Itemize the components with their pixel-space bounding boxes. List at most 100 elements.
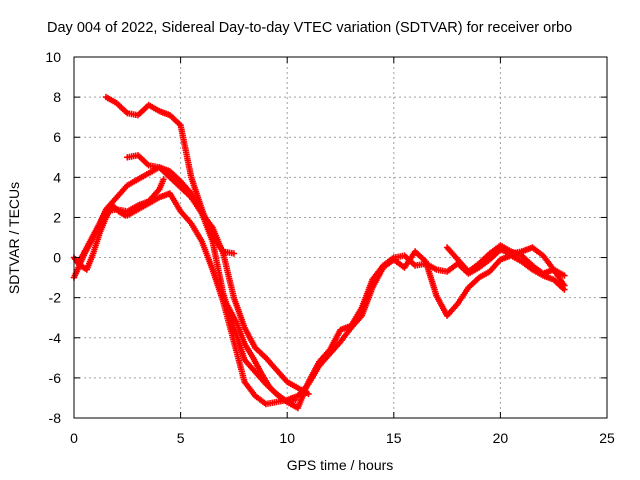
y-tick-label: -8 — [49, 410, 62, 426]
data-point — [467, 270, 470, 273]
data-point — [243, 326, 246, 329]
data-point — [126, 156, 129, 159]
x-axis-label: GPS time / hours — [287, 457, 394, 473]
data-point — [226, 304, 229, 307]
data-point — [286, 380, 289, 384]
data-point — [126, 184, 129, 187]
y-tick-label: 10 — [45, 49, 61, 65]
data-point — [264, 402, 268, 406]
data-point — [111, 204, 114, 207]
data-point — [158, 109, 161, 113]
data-point — [79, 264, 82, 267]
data-point — [499, 248, 502, 251]
data-point — [136, 178, 140, 181]
axis-ticks: 0 5 10 15 20 25 -8 -6 -4 -2 0 2 4 6 8 10 — [45, 49, 615, 446]
data-point — [254, 394, 257, 398]
data-point — [339, 328, 342, 331]
data-point — [488, 252, 491, 255]
data-point — [307, 392, 310, 396]
x-tick-label: 0 — [70, 430, 78, 446]
data-point — [520, 250, 523, 253]
data-point — [499, 258, 502, 261]
data-point — [117, 210, 121, 213]
data-point — [234, 320, 238, 323]
y-tick-label: 4 — [53, 169, 61, 185]
data-point — [552, 268, 555, 271]
data-point — [147, 103, 150, 107]
data-point — [413, 264, 417, 267]
data-point — [211, 226, 214, 229]
data-point — [243, 342, 246, 345]
data-point — [254, 370, 257, 374]
data-point — [275, 368, 278, 372]
data-point — [328, 352, 331, 355]
data-point — [296, 394, 300, 398]
data-point — [307, 382, 310, 386]
data-point — [104, 95, 108, 99]
data-point — [179, 180, 182, 183]
data-point — [222, 300, 225, 303]
data-point — [147, 200, 150, 203]
data-point — [179, 210, 182, 213]
data-point — [211, 236, 214, 239]
data-point — [488, 258, 491, 261]
data-point — [350, 326, 353, 329]
data-point — [456, 258, 459, 261]
data-point — [98, 232, 101, 235]
data-point — [371, 286, 374, 289]
data-point — [190, 222, 193, 225]
data-point — [371, 278, 374, 281]
data-point — [115, 196, 118, 199]
y-tick-label: 2 — [53, 209, 61, 225]
series-track-8 — [224, 302, 299, 406]
data-series — [70, 93, 568, 412]
data-point — [158, 166, 161, 169]
data-point — [294, 398, 297, 402]
data-point — [392, 258, 395, 261]
data-point — [136, 208, 140, 211]
data-point — [232, 340, 236, 343]
y-tick-label: 0 — [53, 250, 61, 266]
data-point — [552, 278, 555, 281]
y-axis-label: SDTVAR / TECUs — [6, 182, 22, 294]
data-point — [435, 294, 438, 297]
data-point — [531, 246, 534, 249]
x-tick-label: 10 — [279, 430, 295, 446]
data-point — [445, 270, 449, 273]
data-point — [168, 170, 172, 173]
series-track-4 — [124, 152, 312, 398]
data-point — [456, 302, 459, 305]
data-point — [179, 124, 182, 127]
data-point — [445, 314, 449, 317]
data-point — [488, 270, 491, 273]
data-point — [136, 204, 140, 207]
data-point — [147, 172, 150, 175]
data-point — [509, 254, 513, 257]
data-point — [260, 372, 263, 376]
data-point — [162, 178, 165, 181]
x-tick-label: 5 — [177, 430, 185, 446]
data-point — [264, 356, 268, 359]
data-point — [124, 214, 127, 217]
data-point — [104, 216, 108, 219]
x-tick-label: 25 — [599, 430, 615, 446]
data-point — [477, 266, 481, 269]
data-point — [477, 262, 481, 265]
data-point — [424, 260, 427, 263]
series-track-2 — [75, 190, 568, 408]
data-point — [251, 356, 255, 359]
data-point — [126, 210, 129, 213]
data-point — [200, 212, 204, 215]
data-point — [413, 250, 417, 253]
data-point — [92, 252, 95, 255]
data-point — [531, 268, 534, 271]
x-tick-label: 20 — [493, 430, 509, 446]
data-point — [275, 400, 278, 404]
data-point — [232, 296, 236, 299]
grid-lines — [74, 57, 607, 418]
data-point — [87, 242, 91, 245]
data-point — [158, 188, 161, 191]
y-tick-label: -6 — [49, 370, 62, 386]
plot-frame — [73, 56, 608, 419]
